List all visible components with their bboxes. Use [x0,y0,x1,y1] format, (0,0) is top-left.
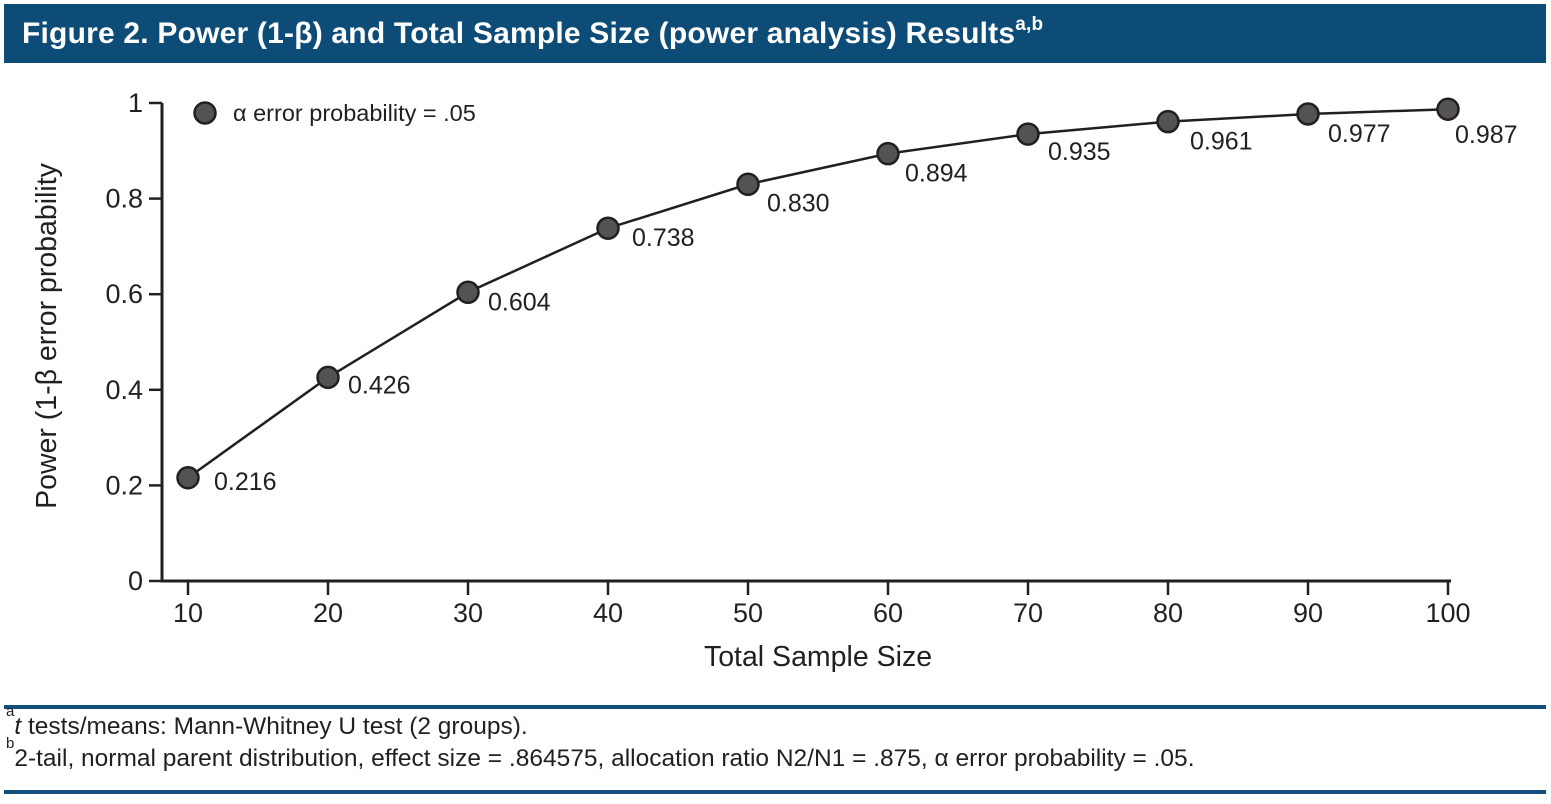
data-point-marker [176,466,200,490]
figure-title: Figure 2. Power (1-β) and Total Sample S… [4,13,1044,51]
footnote-b: b2-tail, normal parent distribution, eff… [6,736,1541,775]
footnotes: at tests/means: Mann-Whitney U test (2 g… [6,704,1541,775]
data-point-marker [1296,102,1320,126]
data-point-label: 0.987 [1455,121,1518,149]
data-point-label: 0.604 [488,288,551,316]
divider-top [4,705,1546,709]
x-axis-tick-label: 90 [1293,598,1323,628]
data-point-label: 0.216 [214,468,277,496]
x-axis-tick-label: 80 [1153,598,1183,628]
data-point-marker [1436,97,1460,121]
data-point-marker [1156,109,1180,134]
power-curve-line [187,107,1449,479]
x-axis-tick-label: 70 [1013,598,1043,628]
divider-bottom [4,790,1546,794]
legend-marker-icon [193,101,217,125]
x-axis-tick-label: 60 [873,598,903,628]
data-point-label: 0.977 [1328,120,1391,148]
y-axis-tick-label: 0.2 [105,470,143,500]
legend-label: α error probability = .05 [233,100,476,126]
data-point-marker [1016,122,1040,146]
data-point-marker [316,365,340,390]
data-point-label: 0.738 [632,224,695,252]
data-point-marker [736,172,760,197]
x-axis-tick-label: 20 [313,598,343,628]
footnote-a-text: tests/means: Mann-Whitney U test (2 grou… [21,713,528,740]
data-point-label: 0.894 [905,160,968,188]
x-axis-tick-label: 100 [1425,598,1470,628]
data-point-marker [876,141,900,166]
footnote-b-marker: b [6,734,15,752]
footnote-a: at tests/means: Mann-Whitney U test (2 g… [6,704,1541,743]
data-point-marker [596,216,620,240]
power-curve-chart: 0 0.2 0.4 0.6 0.8 1 10 20 30 40 50 60 70 80 90 100 0.216… [31,88,1518,673]
y-axis-tick-label: 1 [128,88,143,118]
data-point-marker [456,280,480,305]
footnote-b-text: 2-tail, normal parent distribution, effe… [14,745,1195,772]
x-axis-tick-label: 50 [733,598,763,628]
x-axis-tick-label: 10 [173,598,203,628]
x-axis-title: Total Sample Size [704,641,932,673]
footnote-a-italic-t: t [14,713,22,740]
figure-title-superscript: a,b [1015,13,1044,35]
footnote-a-marker: a [6,702,15,720]
figure-title-text: Figure 2. Power (1-β) and Total Sample S… [22,16,1016,50]
x-axis-tick-label: 40 [593,598,623,628]
data-point-label: 0.935 [1048,138,1111,166]
y-axis-title: Power (1-β error probability [31,162,63,509]
data-point-label: 0.961 [1190,128,1253,156]
figure-header-bar: Figure 2. Power (1-β) and Total Sample S… [4,4,1546,63]
x-axis-tick-label: 30 [453,598,483,628]
y-axis-tick-label: 0.8 [105,184,143,214]
data-point-label: 0.830 [767,189,830,217]
y-axis-tick-label: 0.6 [105,279,143,309]
y-axis-tick-label: 0.4 [105,375,143,405]
y-axis-tick-label: 0 [128,566,143,596]
data-point-label: 0.426 [348,371,411,399]
